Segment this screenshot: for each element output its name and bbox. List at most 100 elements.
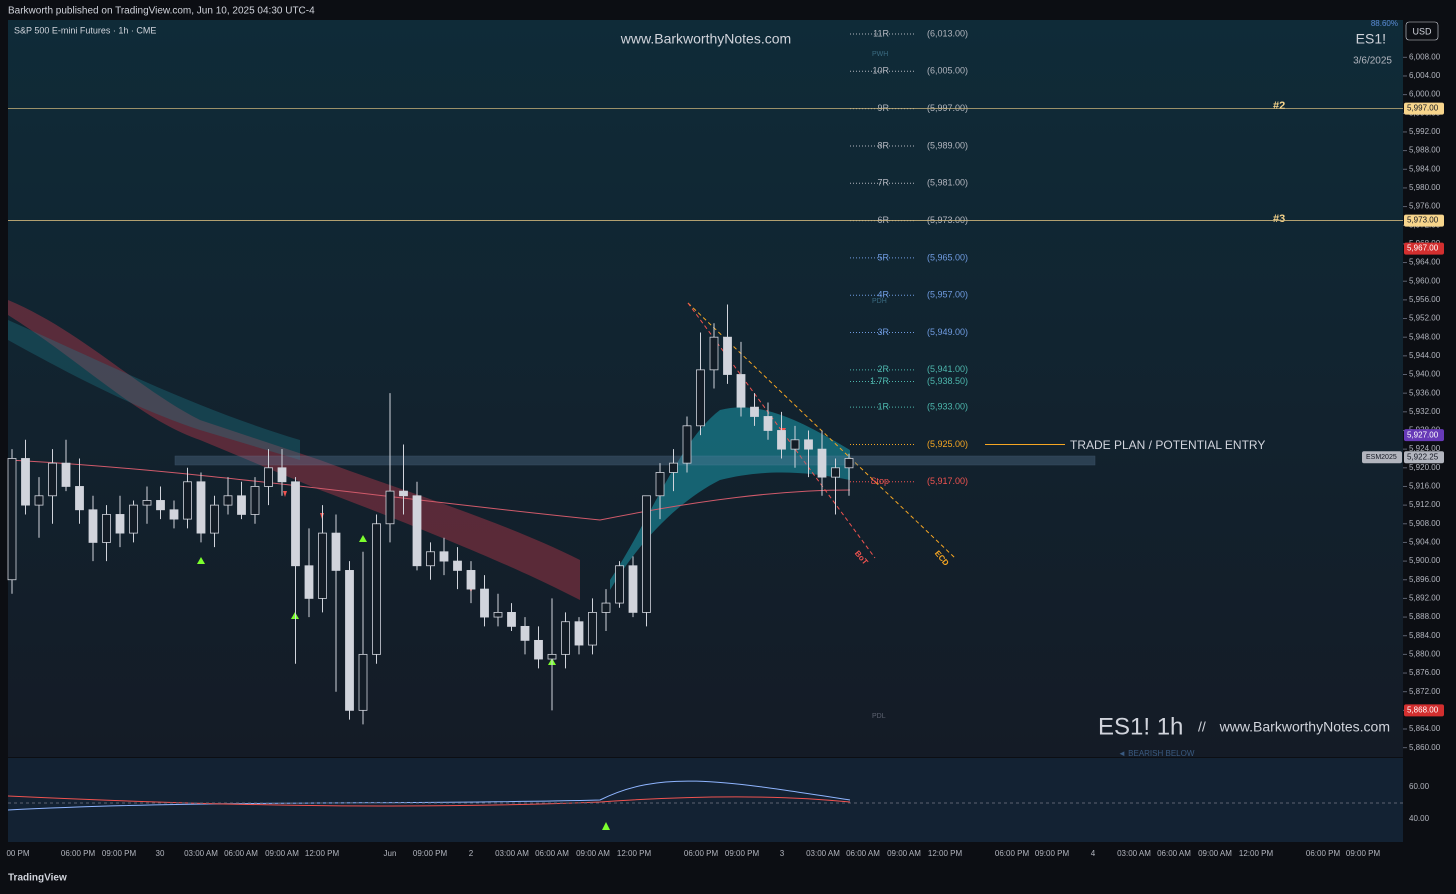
x-tick-label: 03:00 AM <box>1117 849 1151 858</box>
candle-body <box>669 462 678 473</box>
y-tick-label: 5,880.00 <box>1409 649 1441 658</box>
candle-body <box>102 514 111 543</box>
candle-body <box>480 588 489 618</box>
y-tick-label: 5,916.00 <box>1409 482 1441 491</box>
y-tick-label: 5,984.00 <box>1409 164 1441 173</box>
candle-body <box>750 406 759 417</box>
x-tick-label: 12:00 PM <box>928 849 963 858</box>
brand: TradingView <box>8 873 67 884</box>
x-tick-label: 09:00 AM <box>265 849 299 858</box>
y-tick-label: 6,004.00 <box>1409 71 1441 80</box>
chart-area <box>8 20 1403 757</box>
candle-body <box>223 495 233 506</box>
y-tick-label: 5,900.00 <box>1409 556 1441 565</box>
candle-body <box>588 611 597 646</box>
candle-body <box>709 336 719 371</box>
entry-note: TRADE PLAN / POTENTIAL ENTRY <box>1070 438 1265 452</box>
candle-body <box>534 639 543 660</box>
level-name: 8R <box>877 140 889 150</box>
candle-body <box>615 565 624 604</box>
candle-body <box>547 653 557 660</box>
y-tick-label: 5,964.00 <box>1409 258 1441 267</box>
candle-body <box>169 509 179 520</box>
candle-body <box>844 458 854 469</box>
candle-body <box>250 486 260 515</box>
price-badge <box>1404 214 1444 227</box>
y-tick-label: 5,940.00 <box>1409 370 1441 379</box>
price-badge-label: 5,922.25 <box>1407 452 1439 461</box>
bot-line <box>687 302 876 559</box>
x-tick-label: 06:00 PM <box>1306 849 1341 858</box>
y-tick-label: 5,864.00 <box>1409 724 1441 733</box>
level-name: 5R <box>877 252 889 262</box>
ribbon-red <box>8 300 580 600</box>
candle-body <box>291 481 300 567</box>
candle-body <box>48 462 57 497</box>
y-tick-label: 5,912.00 <box>1409 500 1441 509</box>
y-tick-label: 5,932.00 <box>1409 407 1441 416</box>
symbol: ES1! <box>1356 31 1386 47</box>
caption-symbol: ES1! 1h <box>1098 713 1183 740</box>
x-tick-label: 06:00 PM <box>995 849 1030 858</box>
candle-body <box>345 570 354 711</box>
price-badge <box>1404 242 1444 255</box>
price-badge-label: 5,973.00 <box>1407 216 1439 225</box>
pdl: PDL <box>872 713 886 720</box>
level-price: (5,981.00) <box>927 178 968 188</box>
y-tick-label: 5,976.00 <box>1409 202 1441 211</box>
level-name: 6R <box>877 215 889 225</box>
level-name: 9R <box>877 103 889 113</box>
candle-body <box>682 425 692 464</box>
pdh: PDH <box>872 298 887 305</box>
currency[interactable]: USD <box>1412 26 1432 36</box>
price-badge-label: 5,927.00 <box>1407 430 1439 439</box>
y-tick-label: 5,952.00 <box>1409 314 1441 323</box>
candle-body <box>493 611 503 618</box>
x-tick-label: 2 <box>469 849 474 858</box>
caption-separator: // <box>1198 719 1206 735</box>
signal-up <box>197 557 205 564</box>
level-price: (5,925.00) <box>927 439 968 449</box>
y-tick-label: 5,908.00 <box>1409 519 1441 528</box>
x-tick-label: 09:00 AM <box>576 849 610 858</box>
y-tick-label: 5,944.00 <box>1409 351 1441 360</box>
level-price: (5,989.00) <box>927 140 968 150</box>
ribbon-cloud <box>610 407 850 590</box>
currency-button[interactable] <box>1405 21 1439 41</box>
candle-body <box>696 369 705 427</box>
candle-body <box>21 458 30 506</box>
percent: 88.60% <box>1371 19 1398 28</box>
level-name: 11R <box>873 28 889 38</box>
x-tick-label: 06:00 PM <box>61 849 96 858</box>
x-tick-label: 09:00 PM <box>725 849 760 858</box>
candle-body <box>601 602 611 613</box>
date: 3/6/2025 <box>1353 56 1392 67</box>
candle-body <box>453 560 462 571</box>
candle-body <box>196 481 206 534</box>
ma-line <box>7 459 851 521</box>
y-tick-label: 5,992.00 <box>1409 127 1441 136</box>
candle-body <box>804 439 813 450</box>
candle-body <box>385 490 395 525</box>
x-tick-label: 03:00 AM <box>495 849 529 858</box>
y-tick-label: 5,924.00 <box>1409 444 1441 453</box>
candle-body <box>466 570 476 590</box>
level-name: 3R <box>877 327 889 337</box>
level-name: 1.7R <box>870 376 890 386</box>
osc-tick-label: 40.00 <box>1409 814 1430 823</box>
candle-body <box>210 504 219 534</box>
y-tick-label: 5,896.00 <box>1409 575 1441 584</box>
level-price: (6,005.00) <box>927 66 968 76</box>
level-price: (5,973.00) <box>927 215 968 225</box>
x-tick-label: 09:00 PM <box>1035 849 1070 858</box>
y-tick-label: 5,920.00 <box>1409 463 1441 472</box>
candle-body <box>426 551 435 567</box>
y-tick-label: 5,892.00 <box>1409 594 1441 603</box>
candle-body <box>75 486 84 511</box>
level-price: (5,965.00) <box>927 252 968 262</box>
candle-body <box>399 490 408 497</box>
level-name: 1R <box>877 402 889 412</box>
y-tick-label: 5,904.00 <box>1409 538 1441 547</box>
y-tick-label: 5,960.00 <box>1409 276 1441 285</box>
